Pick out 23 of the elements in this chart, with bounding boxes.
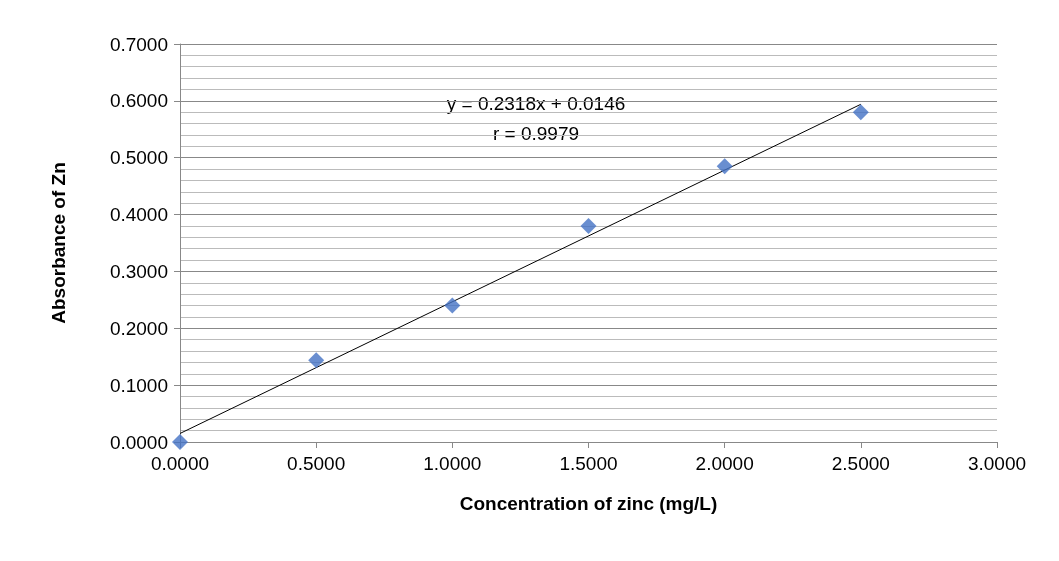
point — [444, 297, 461, 314]
x-tick-label: 3.0000 — [967, 453, 1027, 474]
point — [308, 352, 325, 369]
x-tick-label: 2.0000 — [695, 453, 754, 474]
y-tick-label: 0.7000 — [109, 33, 168, 55]
y-tick-label: 0.3000 — [109, 260, 168, 282]
y-tick-label: 0.6000 — [109, 90, 168, 112]
x-tick-label: 1.5000 — [559, 453, 618, 474]
x-axis-title: Concentration of zinc (mg/L) — [459, 493, 718, 514]
point — [716, 158, 733, 175]
y-tick-label: 0.1000 — [109, 374, 168, 396]
point — [580, 217, 597, 234]
y-tick-label: 0.0000 — [109, 431, 168, 453]
x-tick-label: 0.5000 — [287, 453, 346, 474]
point — [852, 104, 869, 121]
x-tick-label: 0.0000 — [150, 453, 210, 474]
y-axis-title: Absorbance of Zn — [48, 162, 69, 324]
x-tick-label: 1.0000 — [423, 453, 482, 474]
y-tick-label: 0.5000 — [109, 147, 168, 169]
x-tick-label: 2.5000 — [831, 453, 890, 474]
point — [172, 434, 188, 450]
y-tick-label: 0.2000 — [109, 317, 168, 339]
y-tick-label: 0.4000 — [109, 204, 168, 226]
